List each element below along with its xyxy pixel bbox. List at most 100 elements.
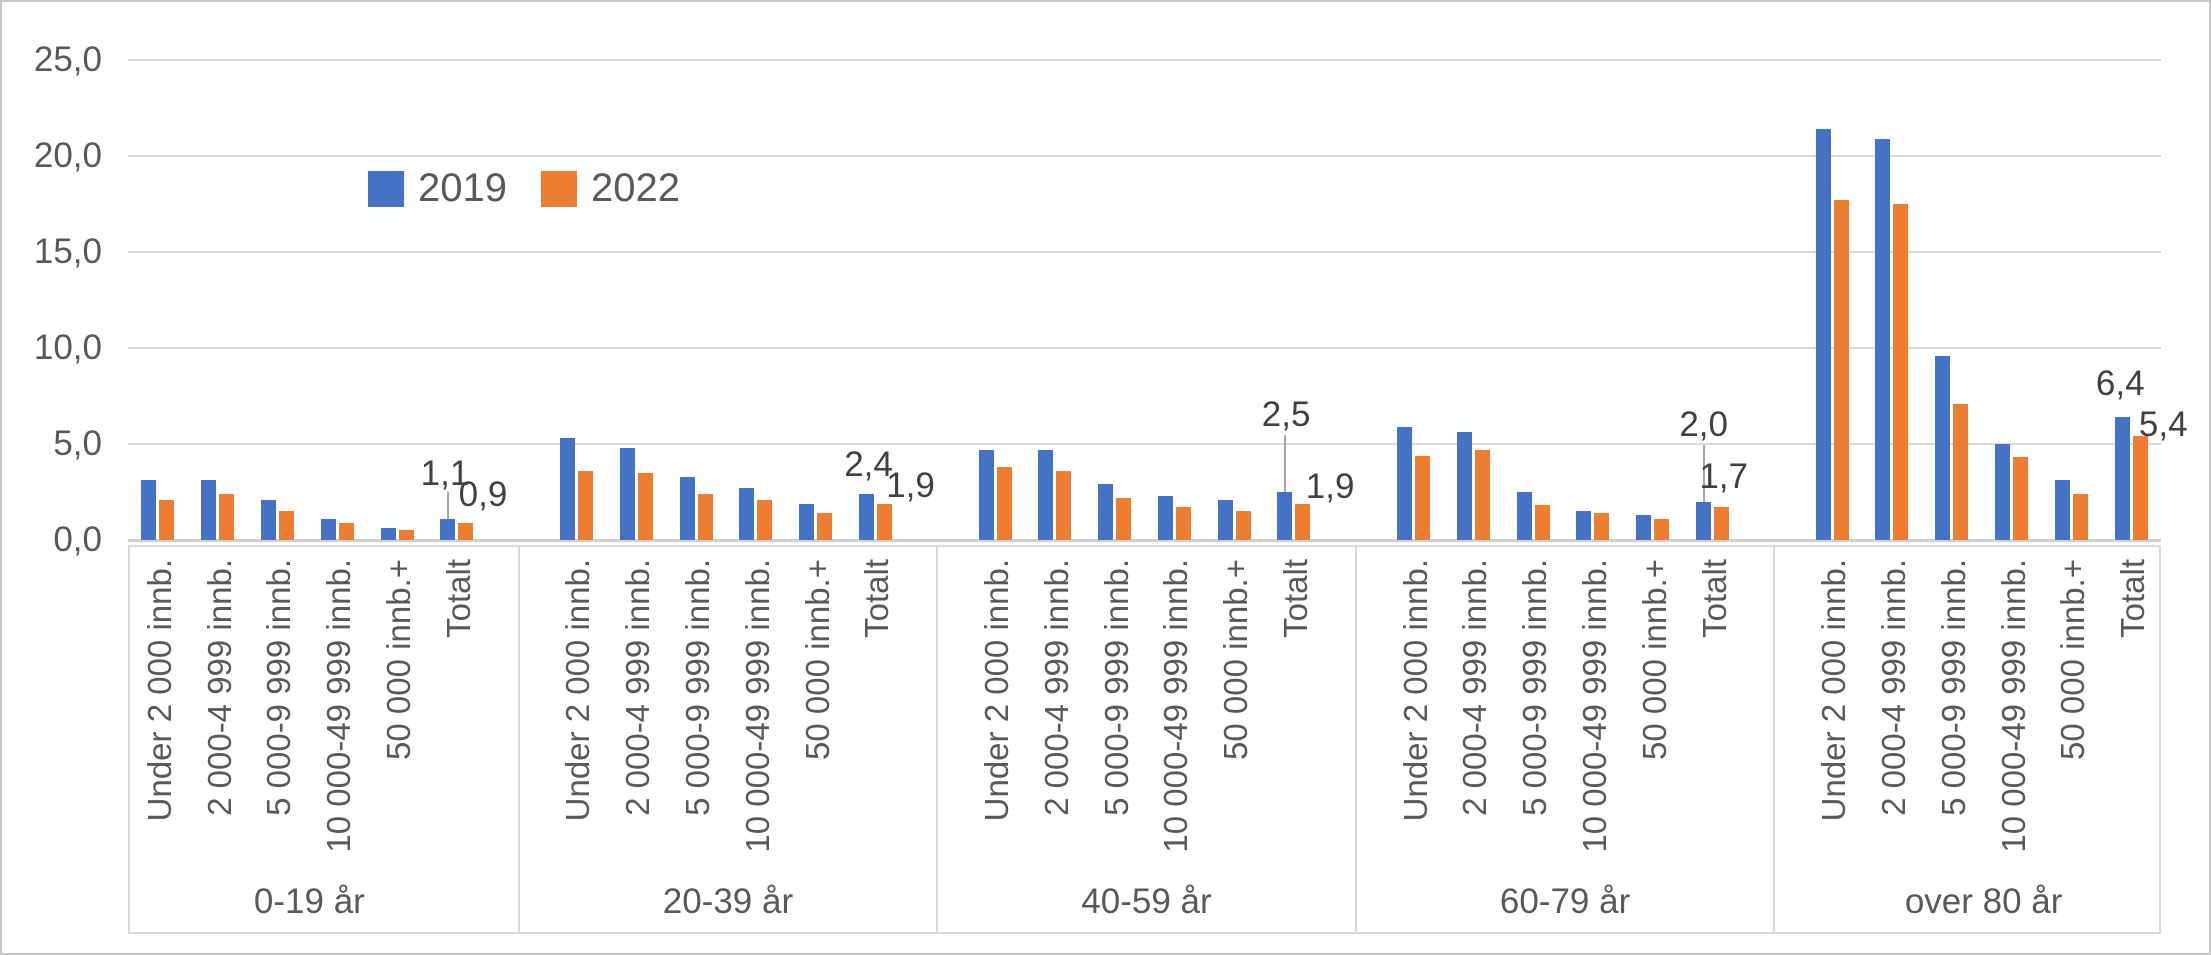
group-separator (1773, 547, 1776, 932)
bar-2022 (996, 467, 1012, 540)
y-tick-label: 25,0 (33, 40, 102, 79)
bar-2022 (1415, 455, 1431, 540)
gridline (128, 443, 2161, 445)
bar-2019 (799, 503, 815, 540)
bar-pair (367, 60, 427, 540)
category-label: 2 000-4 999 innb. (1456, 559, 1494, 816)
category-label: 10 000-49 999 innb. (738, 559, 776, 853)
category-label-slot: 10 000-49 999 innb. (1565, 547, 1625, 932)
bar-2022 (876, 503, 892, 540)
bar-2019 (739, 488, 755, 540)
group-label: over 80 år (1904, 882, 2063, 921)
category-label: 50 000 innb.+ (798, 559, 836, 760)
legend-label-2022: 2022 (590, 166, 680, 210)
y-tick-label: 10,0 (33, 328, 102, 367)
bar-2019 (978, 449, 994, 540)
category-label-slot: Totalt (429, 547, 489, 932)
category-label: 2 000-4 999 innb. (1874, 559, 1912, 816)
category-label: 2 000-4 999 innb. (619, 559, 657, 816)
category-label: Totalt (1276, 559, 1314, 638)
category-label-slot: 2 000-4 999 innb. (1864, 547, 1924, 932)
category-label: 10 000-49 999 innb. (1575, 559, 1613, 853)
bar-pair (128, 60, 188, 540)
category-label-slot: 5 000-9 999 innb. (250, 547, 310, 932)
group-separator (1354, 547, 1357, 932)
bar-pair (2101, 60, 2161, 540)
category-label: Totalt (2114, 559, 2152, 638)
bar-2022 (1953, 403, 1969, 540)
group-label: 60-79 år (1499, 882, 1631, 921)
bar-group-over-80-år (1802, 60, 2161, 540)
category-label-slot: 2 000-4 999 innb. (190, 547, 250, 932)
bar-2022 (2132, 436, 2148, 540)
bar-2022 (1295, 503, 1311, 540)
category-label: 5 000-9 999 innb. (260, 559, 298, 816)
bar-2022 (159, 499, 175, 540)
gridline (128, 251, 2161, 253)
bar-pair (1802, 60, 1862, 540)
bar-2019 (1636, 515, 1652, 540)
bar-2019 (320, 518, 336, 540)
bar-pair (726, 60, 786, 540)
category-label-slot: Totalt (1685, 547, 1745, 932)
axis-group-20-39-år: Under 2 000 innb. 2 000-4 999 innb. 5 000-… (549, 547, 908, 932)
category-label: 50 000 innb.+ (1217, 559, 1255, 760)
y-tick-label: 20,0 (33, 136, 102, 175)
gridline (128, 347, 2161, 349)
bar-2022 (338, 522, 354, 540)
category-label-slot: 2 000-4 999 innb. (1445, 547, 1505, 932)
category-label-slot: 10 000-49 999 innb. (1984, 547, 2044, 932)
bar-2019 (1995, 444, 2011, 540)
category-label-slot: 50 000 innb.+ (1625, 547, 1685, 932)
group-separator (517, 547, 520, 932)
bar-pair (188, 60, 248, 540)
bar-2019 (2114, 417, 2130, 540)
bar-2022 (1893, 204, 1909, 540)
bar-2019 (1456, 432, 1472, 540)
category-label: 10 000-49 999 innb. (1994, 559, 2032, 853)
bar-2022 (1175, 507, 1191, 540)
x-axis-line (128, 539, 2161, 542)
bar-pair (1982, 60, 2042, 540)
bar-pair (1862, 60, 1922, 540)
category-label: 5 000-9 999 innb. (1097, 559, 1135, 816)
bar-2022 (817, 513, 833, 540)
category-label: 5 000-9 999 innb. (1516, 559, 1554, 816)
group-label: 40-59 år (1081, 882, 1212, 921)
category-label-slot: 50 000 innb.+ (1206, 547, 1266, 932)
bar-2019 (1875, 138, 1891, 540)
bar-pair (547, 60, 607, 540)
bar-2022 (2072, 493, 2088, 540)
category-label: Totalt (1695, 559, 1733, 638)
legend-item-2019: 2019 (368, 166, 507, 211)
axis-group-over-80-år: Under 2 000 innb. 2 000-4 999 innb. 5 000-… (1804, 547, 2163, 932)
y-tick-label: 0,0 (53, 520, 102, 559)
category-label-slot: 50 000 innb.+ (369, 547, 429, 932)
axis-group-60-79-år: Under 2 000 innb. 2 000-4 999 innb. 5 000-… (1386, 547, 1745, 932)
bar-2019 (559, 438, 575, 540)
category-label: 2 000-4 999 innb. (200, 559, 238, 816)
category-label: Under 2 000 innb. (1815, 559, 1853, 822)
legend-item-2022: 2022 (540, 166, 680, 211)
category-label-slot: Under 2 000 innb. (1386, 547, 1446, 932)
bar-pair (1922, 60, 1982, 540)
bar-2019 (141, 480, 157, 540)
plot-area: 1,1 0,9 2,4 1,9 2,5 1,9 2,0 1,7 6,4 5,4 (128, 60, 2188, 542)
bar-2022 (1056, 470, 1072, 540)
bar-2019 (1217, 499, 1233, 540)
bar-2022 (278, 511, 294, 540)
bar-2019 (440, 518, 456, 540)
category-label-slot: Under 2 000 innb. (1804, 547, 1864, 932)
bar-pair (1264, 60, 1324, 540)
bar-2022 (757, 499, 773, 540)
bar-pair (965, 60, 1025, 540)
bar-pair (1563, 60, 1623, 540)
y-tick-label: 5,0 (53, 424, 102, 463)
category-label-slot: 2 000-4 999 innb. (1027, 547, 1087, 932)
category-label-slot: 50 000 innb.+ (788, 547, 848, 932)
category-label: Totalt (439, 559, 477, 638)
category-label: Under 2 000 innb. (1396, 559, 1434, 822)
bar-2019 (1397, 426, 1413, 540)
bar-2022 (637, 472, 653, 540)
